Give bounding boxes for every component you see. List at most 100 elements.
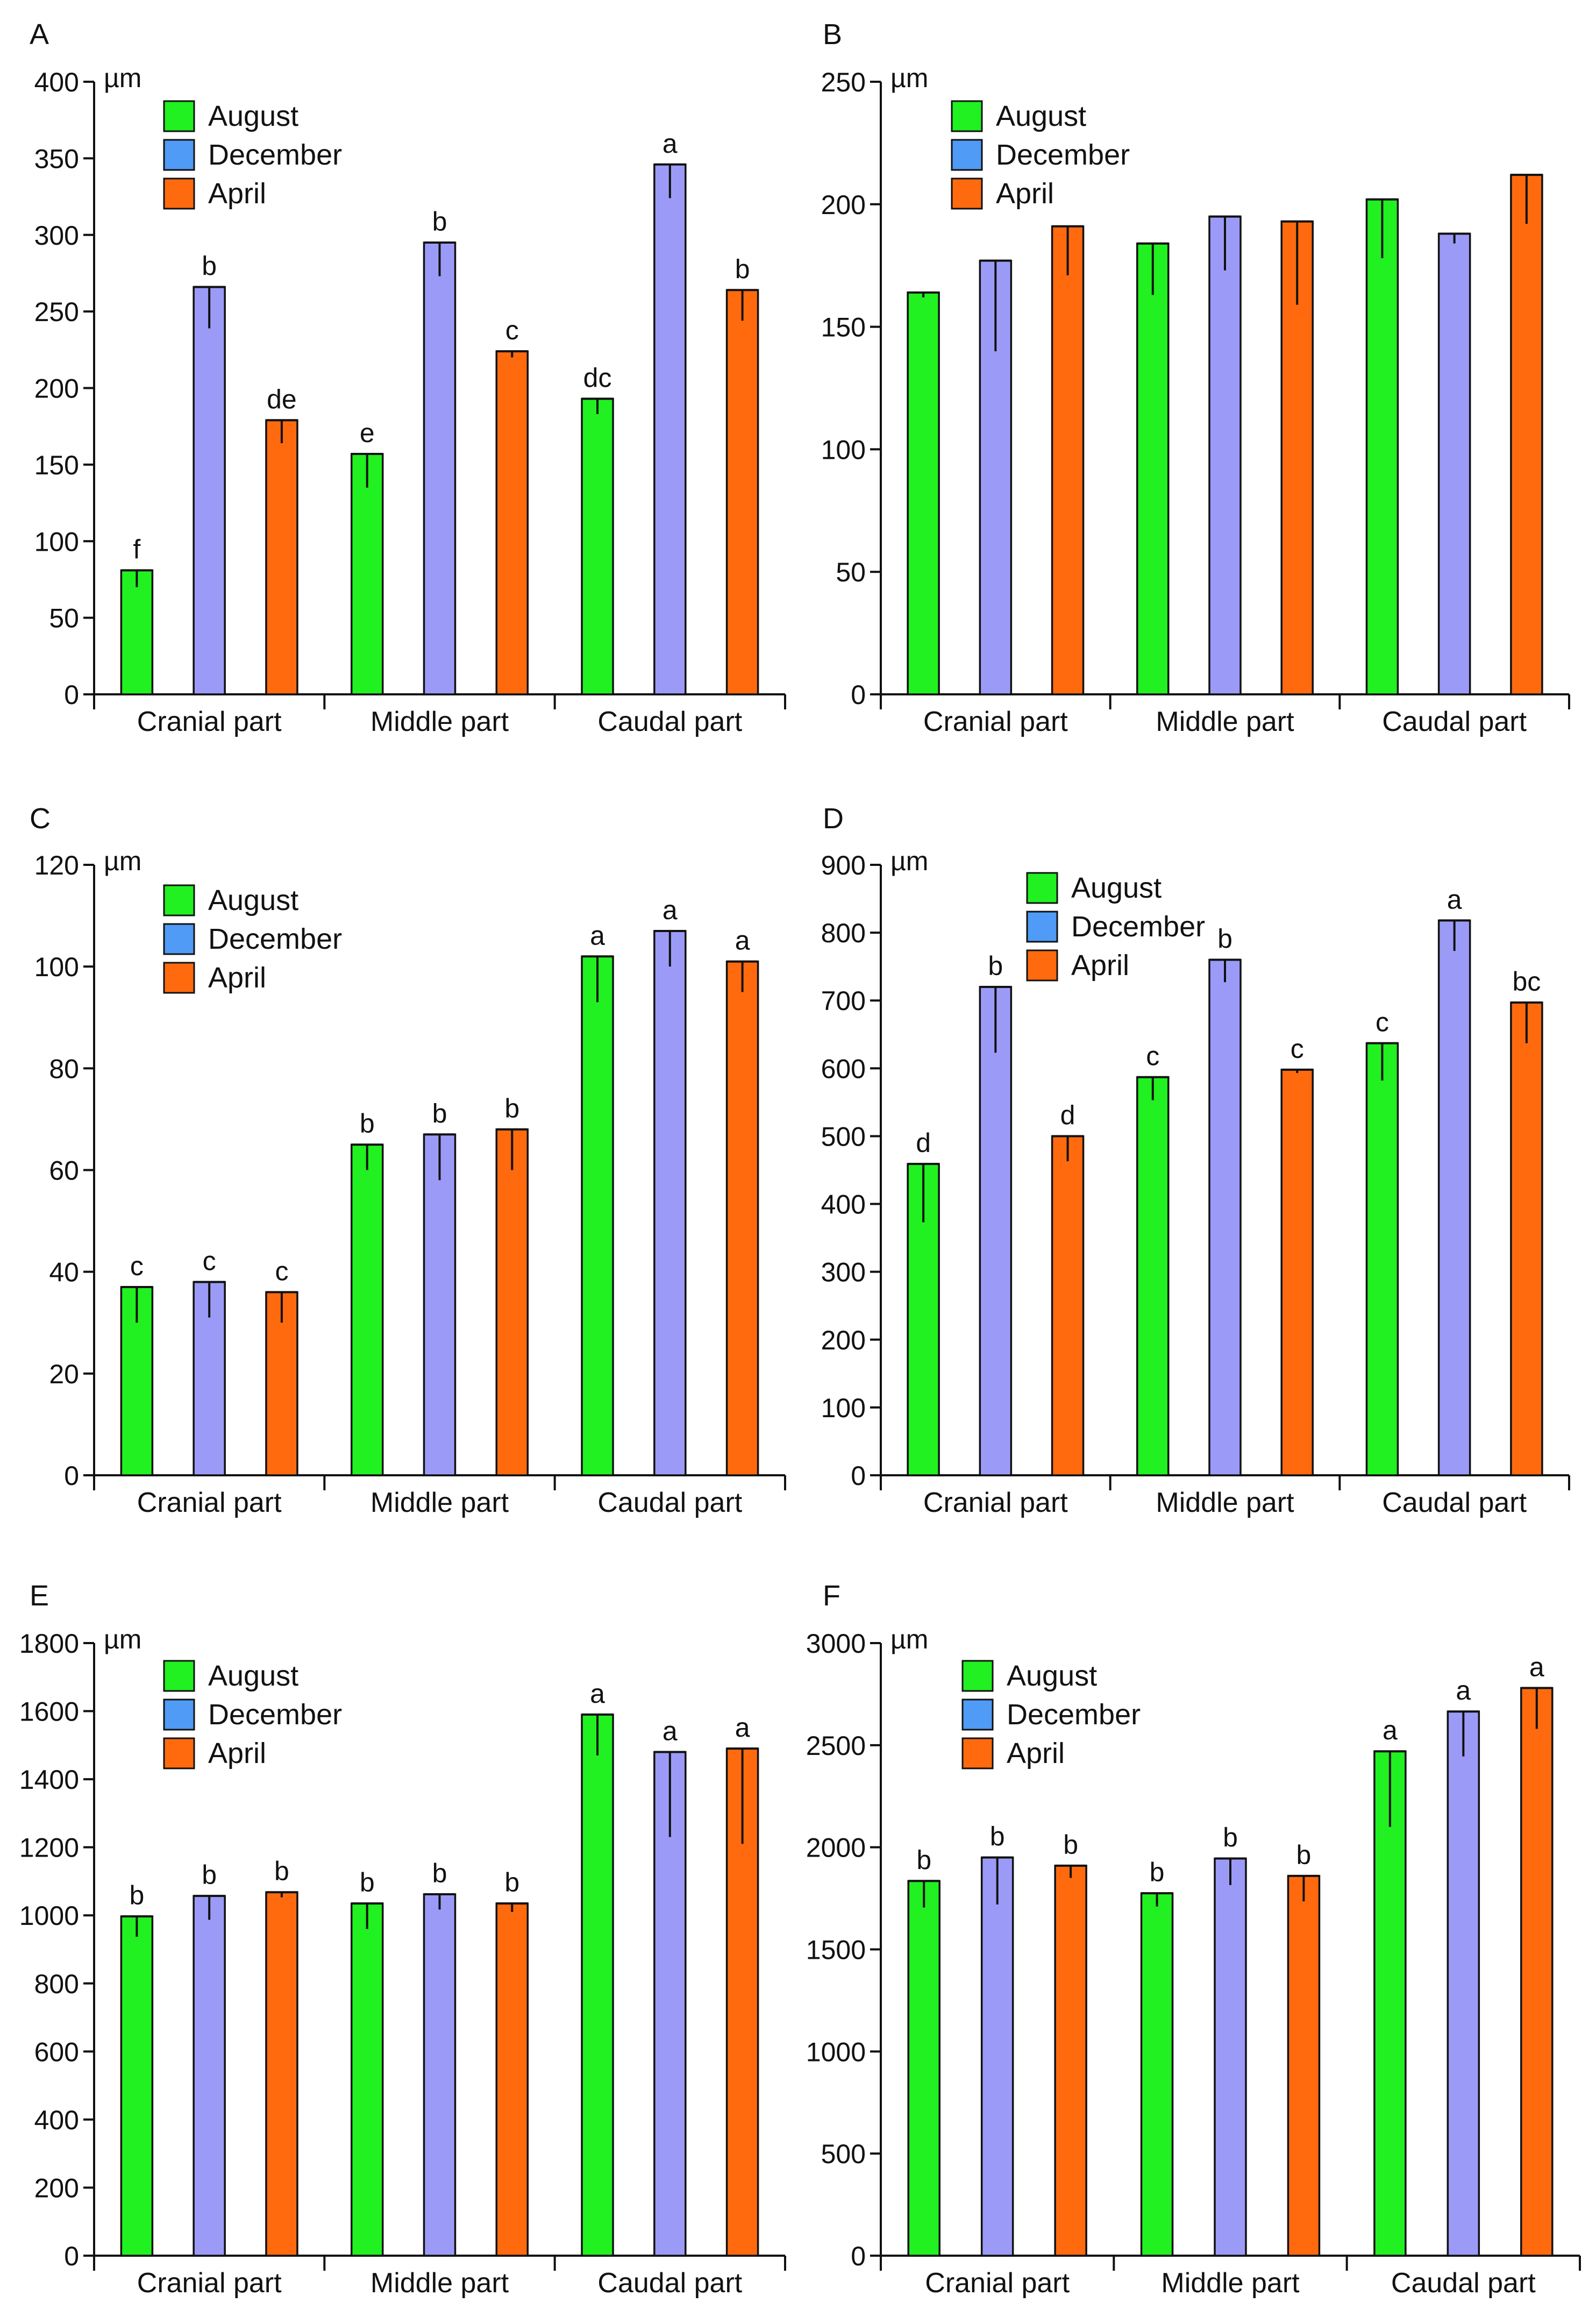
bar-december <box>1208 958 1242 1476</box>
x-category-label: Middle part <box>1156 706 1294 737</box>
bar-april <box>265 1891 298 2257</box>
bar-august <box>581 397 614 695</box>
legend-label: August <box>208 100 298 132</box>
x-category-label: Cranial part <box>925 2268 1070 2299</box>
y-unit-label: µm <box>104 846 141 876</box>
y-tick-label: 1800 <box>19 1629 79 1659</box>
x-category-label: Cranial part <box>923 706 1068 737</box>
x-category-label: Middle part <box>1156 1487 1294 1518</box>
significance-label: c <box>1376 1007 1389 1037</box>
significance-label: b <box>274 1856 289 1886</box>
panel-letter: E <box>30 1580 49 1612</box>
significance-label: a <box>735 1712 750 1743</box>
legend-swatch-april <box>163 1737 195 1769</box>
y-tick-label: 600 <box>34 2037 79 2067</box>
legend-label: August <box>208 1660 298 1692</box>
bar-august <box>907 1880 940 2257</box>
significance-label: b <box>504 1867 519 1897</box>
significance-label: b <box>432 207 447 237</box>
significance-label: b <box>360 1108 375 1139</box>
bar-december <box>653 930 687 1476</box>
significance-label: b <box>988 951 1003 981</box>
y-tick-label: 200 <box>34 374 79 404</box>
significance-label: c <box>505 315 519 345</box>
bar-august <box>1140 1892 1174 2257</box>
x-category-label: Caudal part <box>1382 706 1527 737</box>
significance-label: b <box>504 1093 519 1124</box>
legend: August December April <box>163 884 342 994</box>
panel-C: C 0 20 40 60 80 100 120 µm Cranial part Middle par… <box>30 802 786 1518</box>
panel-letter: C <box>30 802 51 835</box>
panel-F: F 0 500 1000 1500 2000 2500 3000 µm Cranial part M… <box>806 1580 1581 2299</box>
bar-april <box>495 350 529 695</box>
significance-label: a <box>662 1716 678 1746</box>
significance-label: a <box>662 129 678 159</box>
legend-label: April <box>208 177 266 210</box>
significance-label: b <box>202 1860 217 1890</box>
bar-april <box>1051 1135 1085 1476</box>
significance-label: c <box>275 1256 288 1286</box>
significance-label: b <box>432 1858 447 1888</box>
bar-december <box>1437 919 1471 1476</box>
significance-label: b <box>735 254 750 284</box>
bar-april <box>1280 1069 1314 1476</box>
significance-label: b <box>1150 1857 1165 1887</box>
legend-label: December <box>996 139 1130 171</box>
bar-april <box>1520 1687 1554 2257</box>
significance-label: c <box>130 1251 144 1281</box>
legend-swatch-april <box>163 962 195 994</box>
y-tick-label: 3000 <box>806 1629 866 1659</box>
bar-december <box>653 1751 687 2257</box>
y-tick-label: 1600 <box>19 1697 79 1727</box>
legend-swatch-december <box>163 139 195 171</box>
significance-label: b <box>916 1845 931 1875</box>
bar-august <box>350 1902 384 2257</box>
bar-august <box>1365 1042 1399 1476</box>
significance-label: b <box>1223 1823 1238 1853</box>
x-category-label: Caudal part <box>1382 1487 1527 1518</box>
y-unit-label: µm <box>104 63 141 93</box>
legend: August December April <box>951 100 1130 210</box>
y-tick-label: 350 <box>34 144 79 174</box>
significance-label: bc <box>1512 966 1541 997</box>
significance-label: a <box>735 926 750 956</box>
y-tick-label: 400 <box>821 1190 866 1220</box>
y-tick-label: 100 <box>34 952 79 982</box>
legend-swatch-april <box>961 1737 994 1769</box>
y-unit-label: µm <box>890 63 928 93</box>
significance-label: b <box>990 1822 1005 1852</box>
panel-letter: D <box>823 802 844 835</box>
significance-label: d <box>916 1128 931 1158</box>
bar-august <box>350 1143 384 1476</box>
bar-april <box>1054 1865 1087 2257</box>
y-tick-label: 2000 <box>806 1833 866 1863</box>
x-category-label: Caudal part <box>597 2268 742 2299</box>
y-tick-label: 50 <box>836 557 866 587</box>
y-tick-label: 200 <box>821 1325 866 1355</box>
panel-letter: B <box>823 18 842 51</box>
legend-swatch-august <box>961 1660 994 1692</box>
bar-april <box>725 960 759 1476</box>
significance-label: b <box>1217 924 1232 954</box>
x-category-label: Middle part <box>370 706 509 737</box>
bar-december <box>423 241 457 695</box>
y-tick-label: 1000 <box>806 2037 866 2067</box>
legend-label: December <box>1071 911 1205 943</box>
y-tick-label: 0 <box>64 2241 79 2271</box>
bar-december <box>423 1893 457 2257</box>
y-tick-label: 300 <box>821 1257 866 1288</box>
y-tick-label: 200 <box>34 2173 79 2203</box>
legend-label: April <box>208 1737 266 1769</box>
legend-label: August <box>1007 1660 1097 1692</box>
significance-label: a <box>1447 884 1462 914</box>
y-tick-label: 800 <box>34 1969 79 1999</box>
y-tick-label: 500 <box>821 2139 866 2169</box>
significance-label: a <box>590 920 605 950</box>
legend-label: August <box>1071 872 1162 904</box>
panel-B: B 0 50 100 150 200 250 µm Cranial part Middle par… <box>821 18 1570 737</box>
bar-april <box>1051 225 1085 695</box>
y-tick-label: 600 <box>821 1054 866 1084</box>
significance-label: b <box>202 251 217 281</box>
bar-december <box>1437 232 1471 695</box>
